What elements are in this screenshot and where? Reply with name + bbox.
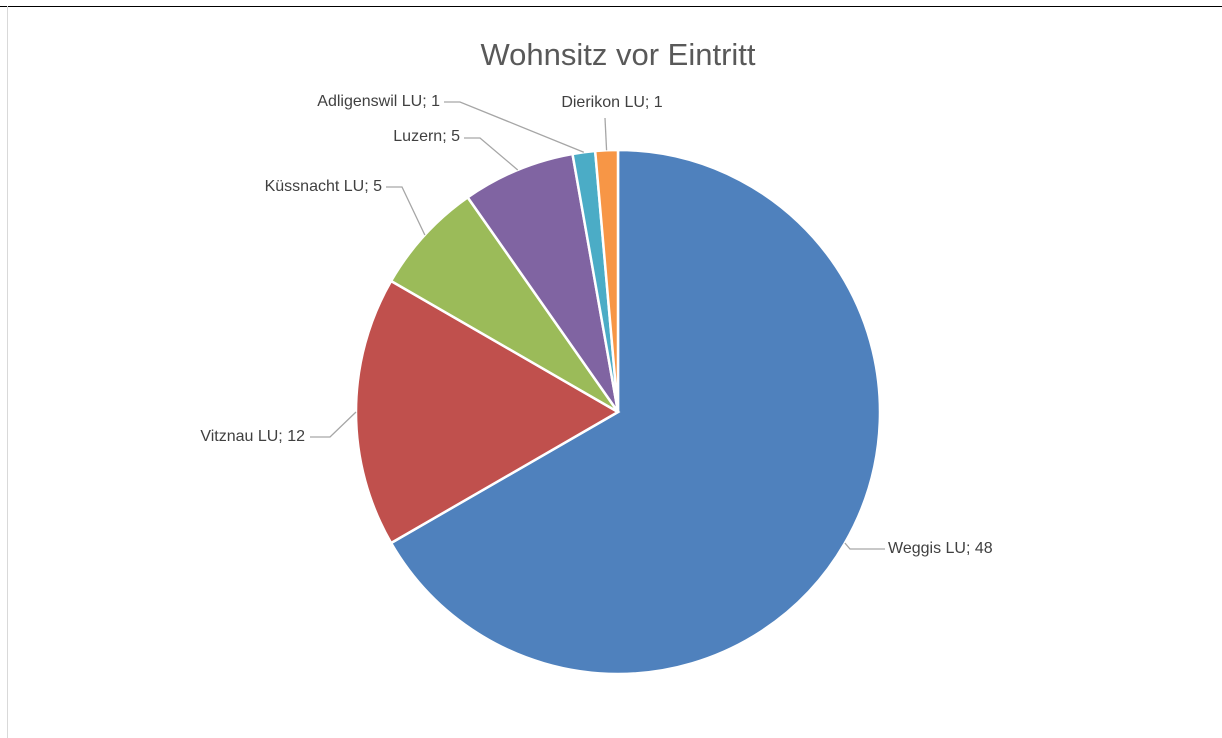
data-label: Luzern; 5 [393, 128, 460, 145]
data-label: Küssnacht LU; 5 [265, 178, 383, 195]
leader-line [844, 542, 885, 550]
data-label: Dierikon LU; 1 [561, 94, 662, 111]
data-label: Weggis LU; 48 [888, 540, 993, 557]
pie-slice [389, 195, 620, 414]
pie-slice [389, 148, 882, 676]
leader-line [464, 137, 519, 171]
pie-slice [593, 148, 620, 413]
leader-line [310, 411, 357, 438]
pie-slice [465, 152, 620, 413]
data-label: Adligenswil LU; 1 [317, 93, 440, 110]
leader-line [604, 117, 608, 151]
leader-line [444, 101, 585, 153]
pie-slice [354, 279, 621, 545]
data-label: Vitznau LU; 12 [200, 428, 305, 445]
leader-line [386, 186, 426, 236]
chart-title: Wohnsitz vor Eintritt [480, 37, 755, 72]
